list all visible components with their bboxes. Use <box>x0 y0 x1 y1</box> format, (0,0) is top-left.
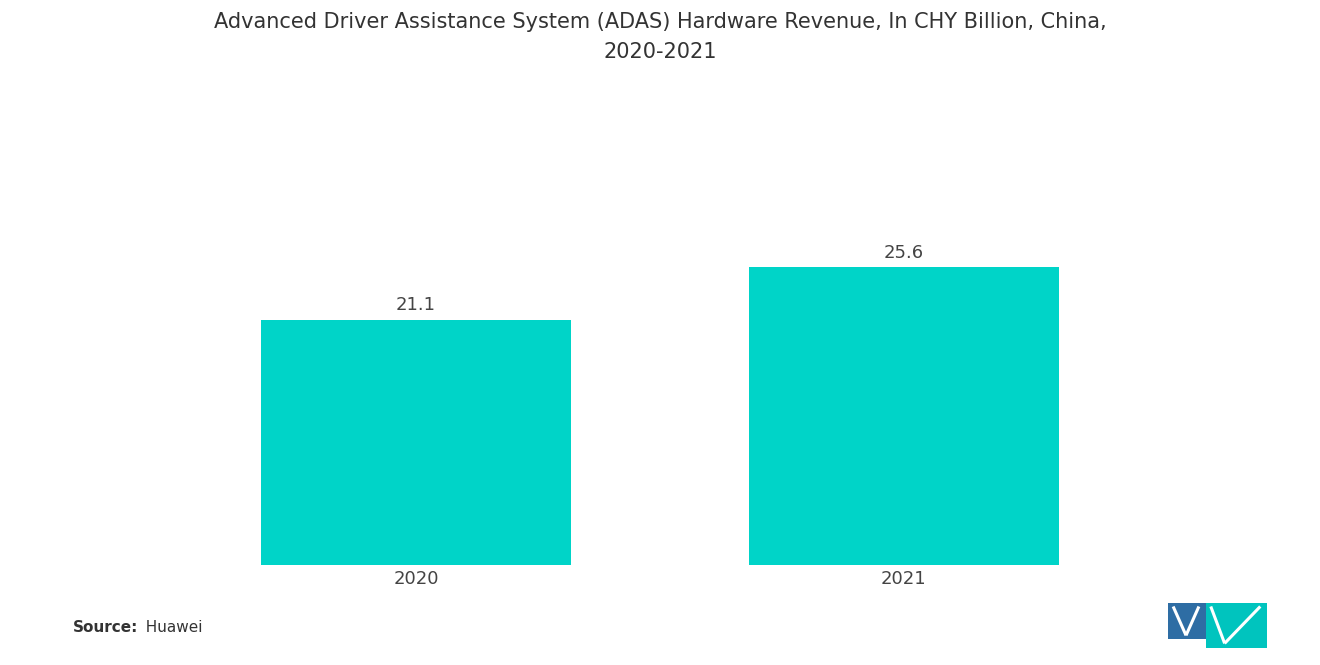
Text: Source:: Source: <box>73 620 139 635</box>
Text: 21.1: 21.1 <box>396 296 436 314</box>
FancyBboxPatch shape <box>1168 604 1214 640</box>
Bar <box>748 267 1059 565</box>
Bar <box>261 320 572 565</box>
Title: Advanced Driver Assistance System (ADAS) Hardware Revenue, In CHY Billion, China: Advanced Driver Assistance System (ADAS)… <box>214 13 1106 62</box>
Text: 25.6: 25.6 <box>884 243 924 261</box>
FancyBboxPatch shape <box>1206 604 1267 648</box>
Text: Huawei: Huawei <box>136 620 202 635</box>
